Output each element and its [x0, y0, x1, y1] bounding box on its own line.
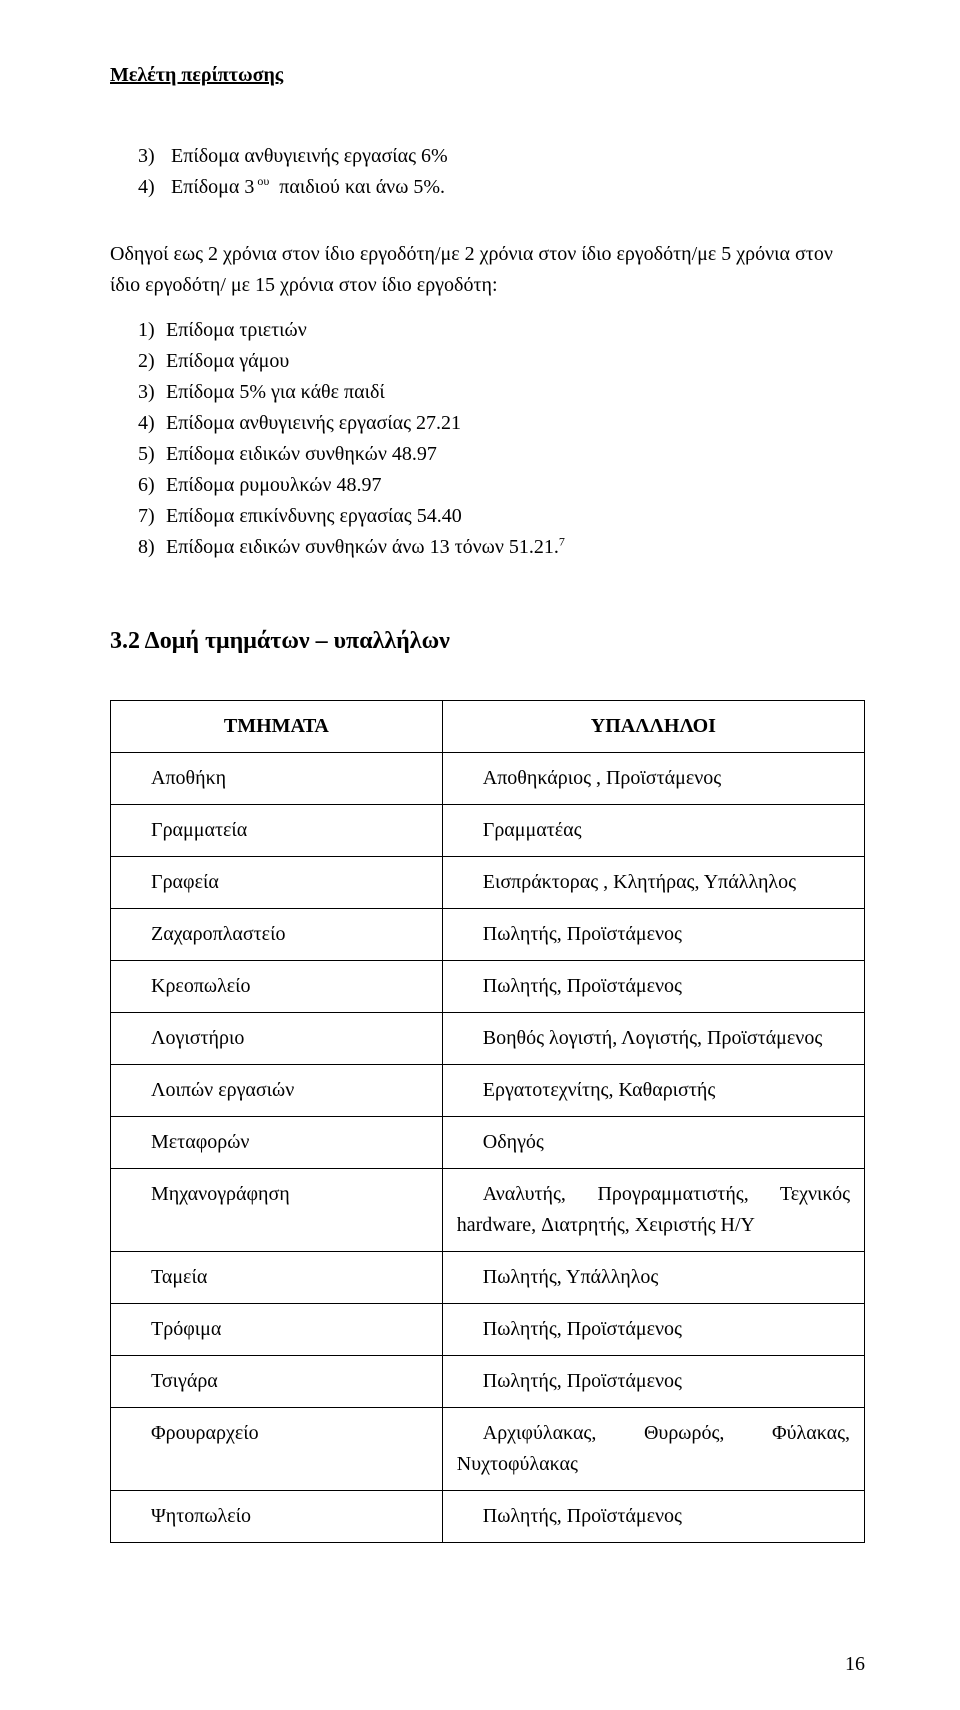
table-row: ΤσιγάραΠωλητής, Προϊστάμενος	[111, 1356, 865, 1408]
cell-left: Γραμματεία	[111, 805, 443, 857]
l2t1: Επίδομα γάμου	[166, 350, 289, 372]
table-row: ΚρεοπωλείοΠωλητής, Προϊστάμενος	[111, 961, 865, 1013]
page-header: Μελέτη περίπτωσης	[110, 60, 865, 91]
table-row: Λοιπών εργασιώνΕργατοτεχνίτης, Καθαριστή…	[111, 1065, 865, 1117]
cell-left: Ζαχαροπλαστείο	[111, 909, 443, 961]
cell-left: Γραφεία	[111, 857, 443, 909]
cell-left: Μηχανογράφηση	[111, 1169, 443, 1252]
list1-num-1: 4)	[138, 172, 166, 203]
l2t3: Επίδομα ανθυγιεινής εργασίας 27.21	[166, 412, 461, 434]
cell-right: Βοηθός λογιστή, Λογιστής, Προϊστάμενος	[442, 1013, 864, 1065]
l2n3: 4)	[138, 408, 166, 439]
table-row: ΨητοπωλείοΠωλητής, Προϊστάμενος	[111, 1491, 865, 1543]
cell-right: Αποθηκάριος , Προϊστάμενος	[442, 753, 864, 805]
l2n0: 1)	[138, 315, 166, 346]
table-row: ΑποθήκηΑποθηκάριος , Προϊστάμενος	[111, 753, 865, 805]
table-row: ΤρόφιμαΠωλητής, Προϊστάμενος	[111, 1304, 865, 1356]
cell-left: Αποθήκη	[111, 753, 443, 805]
cell-right: Εισπράκτορας , Κλητήρας, Υπάλληλος	[442, 857, 864, 909]
cell-left: Λοιπών εργασιών	[111, 1065, 443, 1117]
l2n1: 2)	[138, 346, 166, 377]
table-row: ΜεταφορώνΟδηγός	[111, 1117, 865, 1169]
cell-right: Πωλητής, Προϊστάμενος	[442, 1356, 864, 1408]
table-row: ΖαχαροπλαστείοΠωλητής, Προϊστάμενος	[111, 909, 865, 961]
cell-left: Ταμεία	[111, 1252, 443, 1304]
cell-left: Ψητοπωλείο	[111, 1491, 443, 1543]
l2t2: Επίδομα 5% για κάθε παιδί	[166, 381, 385, 403]
cell-right: Πωλητής, Προϊστάμενος	[442, 909, 864, 961]
cell-left: Λογιστήριο	[111, 1013, 443, 1065]
table-row: ΦρουραρχείοΑρχιφύλακας, Θυρωρός, Φύλακας…	[111, 1408, 865, 1491]
l2t5: Επίδομα ρυμουλκών 48.97	[166, 474, 381, 496]
table-row: ΤαμείαΠωλητής, Υπάλληλος	[111, 1252, 865, 1304]
cell-right: Πωλητής, Προϊστάμενος	[442, 1491, 864, 1543]
table-row: ΜηχανογράφησηΑναλυτής, Προγραμματιστής, …	[111, 1169, 865, 1252]
l2n6: 7)	[138, 501, 166, 532]
l2t7: Επίδομα ειδικών συνθηκών άνω 13 τόνων 51…	[166, 536, 559, 558]
cell-right: Οδηγός	[442, 1117, 864, 1169]
l2s7: 7	[559, 534, 565, 548]
l2t0: Επίδομα τριετιών	[166, 319, 307, 341]
cell-left: Τσιγάρα	[111, 1356, 443, 1408]
paragraph: Οδηγοί εως 2 χρόνια στον ίδιο εργοδότη/μ…	[110, 239, 865, 301]
page-number: 16	[845, 1649, 865, 1680]
cell-left: Τρόφιμα	[111, 1304, 443, 1356]
cell-right: Γραμματέας	[442, 805, 864, 857]
l2n4: 5)	[138, 439, 166, 470]
list2: 1)Επίδομα τριετιών 2)Επίδομα γάμου 3)Επί…	[110, 315, 865, 563]
list1-prefix-1: Επίδομα 3	[171, 176, 254, 198]
list1: 3)Επίδομα ανθυγιεινής εργασίας 6% 4)Επίδ…	[110, 141, 865, 203]
table-row: ΓραφείαΕισπράκτορας , Κλητήρας, Υπάλληλο…	[111, 857, 865, 909]
th-left: ΤΜΗΜΑΤΑ	[111, 701, 443, 753]
list1-text-0: Επίδομα ανθυγιεινής εργασίας 6%	[171, 145, 448, 167]
l2n7: 8)	[138, 532, 166, 563]
l2t4: Επίδομα ειδικών συνθηκών 48.97	[166, 443, 437, 465]
cell-right: Πωλητής, Υπάλληλος	[442, 1252, 864, 1304]
cell-right: Πωλητής, Προϊστάμενος	[442, 961, 864, 1013]
cell-right: Εργατοτεχνίτης, Καθαριστής	[442, 1065, 864, 1117]
cell-right: Αναλυτής, Προγραμματιστής, Τεχνικόςhardw…	[442, 1169, 864, 1252]
cell-right: Αρχιφύλακας, Θυρωρός, Φύλακας,Νυχτοφύλακ…	[442, 1408, 864, 1491]
list1-num-0: 3)	[138, 141, 166, 172]
section-heading: 3.2 Δομή τμημάτων – υπαλλήλων	[110, 623, 865, 660]
l2n5: 6)	[138, 470, 166, 501]
cell-left: Μεταφορών	[111, 1117, 443, 1169]
cell-left: Φρουραρχείο	[111, 1408, 443, 1491]
dept-table: ΤΜΗΜΑΤΑ ΥΠΑΛΛΗΛΟΙ ΑποθήκηΑποθηκάριος , Π…	[110, 700, 865, 1543]
cell-right: Πωλητής, Προϊστάμενος	[442, 1304, 864, 1356]
list1-suffix-1: παιδιού και άνω 5%.	[274, 176, 445, 198]
table-row: ΛογιστήριοΒοηθός λογιστή, Λογιστής, Προϊ…	[111, 1013, 865, 1065]
list1-sup-1: ου	[257, 174, 269, 188]
cell-left: Κρεοπωλείο	[111, 961, 443, 1013]
l2n2: 3)	[138, 377, 166, 408]
table-row: ΓραμματείαΓραμματέας	[111, 805, 865, 857]
th-right: ΥΠΑΛΛΗΛΟΙ	[442, 701, 864, 753]
l2t6: Επίδομα επικίνδυνης εργασίας 54.40	[166, 505, 462, 527]
